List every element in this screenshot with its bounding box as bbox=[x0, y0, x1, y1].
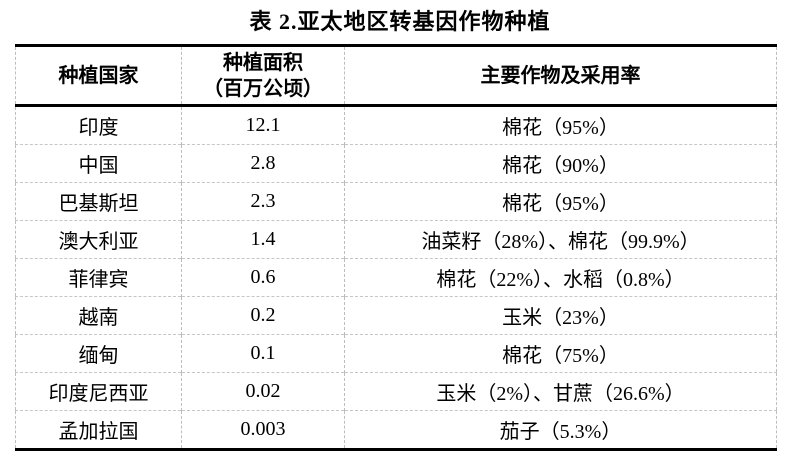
table-row: 印度尼西亚 0.02 玉米（2%）、甘蔗（26.6%） bbox=[15, 372, 777, 411]
header-country: 种植国家 bbox=[15, 45, 182, 107]
table-row: 越南 0.2 玉米（23%） bbox=[15, 296, 777, 335]
cell-crops: 棉花（22%）、水稻（0.8%） bbox=[344, 258, 777, 297]
table-row: 缅甸 0.1 棉花（75%） bbox=[15, 334, 777, 373]
table-row: 菲律宾 0.6 棉花（22%）、水稻（0.8%） bbox=[15, 258, 777, 297]
cell-area: 0.02 bbox=[181, 372, 345, 411]
cell-country: 巴基斯坦 bbox=[15, 182, 182, 221]
cell-area: 0.003 bbox=[181, 410, 345, 450]
cell-country: 菲律宾 bbox=[15, 258, 182, 297]
cell-area: 0.1 bbox=[181, 334, 345, 373]
cell-country: 越南 bbox=[15, 296, 182, 335]
cell-area: 2.3 bbox=[181, 182, 345, 221]
header-area: 种植面积 （百万公顷） bbox=[181, 45, 345, 107]
table-row: 孟加拉国 0.003 茄子（5.3%） bbox=[15, 410, 777, 450]
cell-area: 0.2 bbox=[181, 296, 345, 335]
cell-country: 孟加拉国 bbox=[15, 410, 182, 450]
cell-crops: 玉米（2%）、甘蔗（26.6%） bbox=[344, 372, 777, 411]
table-header-row: 种植国家 种植面积 （百万公顷） 主要作物及采用率 bbox=[15, 45, 777, 107]
cell-country: 印度 bbox=[78, 117, 119, 139]
cell-country: 印度尼西亚 bbox=[15, 372, 182, 411]
table-body: 印度 12.1 棉花（95%） 中国 2.8 棉花（90%） 巴基斯坦 2.3 … bbox=[15, 105, 777, 450]
cell-crops: 油菜籽（28%）、棉花（99.9%） bbox=[344, 220, 777, 259]
cell-crops: 茄子（5.3%） bbox=[344, 410, 777, 450]
cell-crops: 棉花（95%） bbox=[344, 105, 777, 145]
header-crops: 主要作物及采用率 bbox=[344, 45, 777, 107]
table-row: 印度 12.1 棉花（95%） bbox=[16, 105, 777, 145]
table-row: 巴基斯坦 2.3 棉花（95%） bbox=[15, 182, 777, 221]
cell-crops: 玉米（23%） bbox=[344, 296, 777, 335]
cell-area: 1.4 bbox=[181, 220, 345, 259]
table-row: 澳大利亚 1.4 油菜籽（28%）、棉花（99.9%） bbox=[15, 220, 777, 259]
cell-crops: 棉花（90%） bbox=[344, 144, 777, 183]
cell-area: 0.6 bbox=[181, 258, 345, 297]
cell-country: 中国 bbox=[15, 144, 182, 183]
gm-crops-table: 种植国家 种植面积 （百万公顷） 主要作物及采用率 印度 12.1 棉花（95%… bbox=[15, 44, 777, 451]
cell-country: 澳大利亚 bbox=[15, 220, 182, 259]
cell-area: 2.8 bbox=[181, 144, 345, 183]
cell-crops: 棉花（95%） bbox=[344, 182, 777, 221]
cell-area: 12.1 bbox=[181, 105, 345, 145]
cell-country: 缅甸 bbox=[15, 334, 182, 373]
page-title: 表 2.亚太地区转基因作物种植 bbox=[249, 9, 551, 34]
cell-crops: 棉花（75%） bbox=[344, 334, 777, 373]
table-row: 中国 2.8 棉花（90%） bbox=[15, 144, 777, 183]
